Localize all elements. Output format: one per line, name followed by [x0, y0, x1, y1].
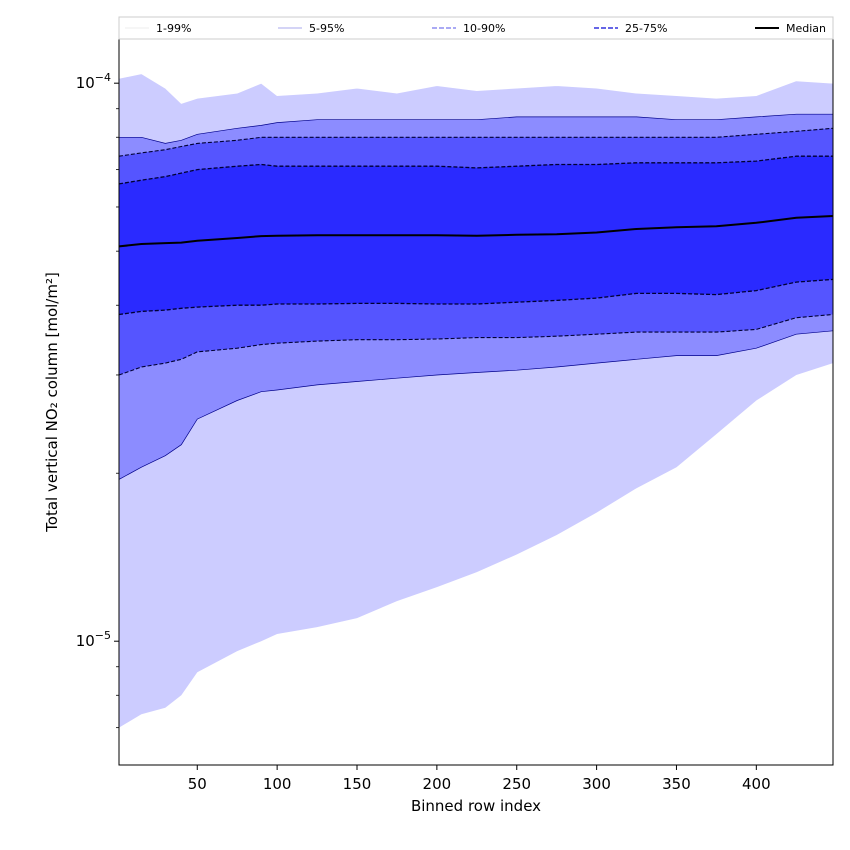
median-line-group: [118, 215, 834, 248]
x-tick-label: 100: [263, 775, 292, 793]
x-tick-label: 50: [188, 775, 207, 793]
edge-10-90-upper: [118, 127, 834, 157]
y-axis: 10−5 10−4: [76, 71, 119, 729]
legend-label: 25-75%: [625, 22, 667, 35]
x-tick-label: 250: [502, 775, 531, 793]
y-tick-label: 10−4: [76, 71, 111, 92]
edge-10-90-lower: [118, 313, 834, 376]
x-axis: 50 100 150 200 250 300 350 400: [188, 765, 771, 793]
edge-5-95-lower: [118, 330, 834, 480]
x-tick-label: 150: [343, 775, 372, 793]
legend-box: [118, 16, 834, 40]
x-tick-label: 200: [423, 775, 452, 793]
y-axis-label: Total vertical NO₂ column [mol/m²]: [43, 272, 61, 533]
band-edge-lines: [118, 73, 834, 480]
x-tick-label: 400: [742, 775, 771, 793]
edge-5-95-upper: [119, 113, 833, 144]
legend-label: 1-99%: [156, 22, 191, 35]
y-tick-label: 10−5: [76, 629, 111, 650]
x-tick-label: 300: [582, 775, 611, 793]
percentile-bands: [119, 73, 833, 728]
median-line: [118, 215, 834, 248]
legend-label: Median: [786, 22, 826, 35]
edge-25-75-upper: [118, 155, 833, 185]
edge-1-99-upper: [118, 73, 834, 104]
edge-25-75-lower: [118, 278, 834, 316]
legend-label: 10-90%: [463, 22, 505, 35]
x-axis-label: Binned row index: [411, 797, 541, 815]
legend-label: 5-95%: [309, 22, 344, 35]
x-tick-label: 350: [662, 775, 691, 793]
legend: 1-99% 5-95% 10-90% 25-75% Median: [118, 16, 834, 40]
